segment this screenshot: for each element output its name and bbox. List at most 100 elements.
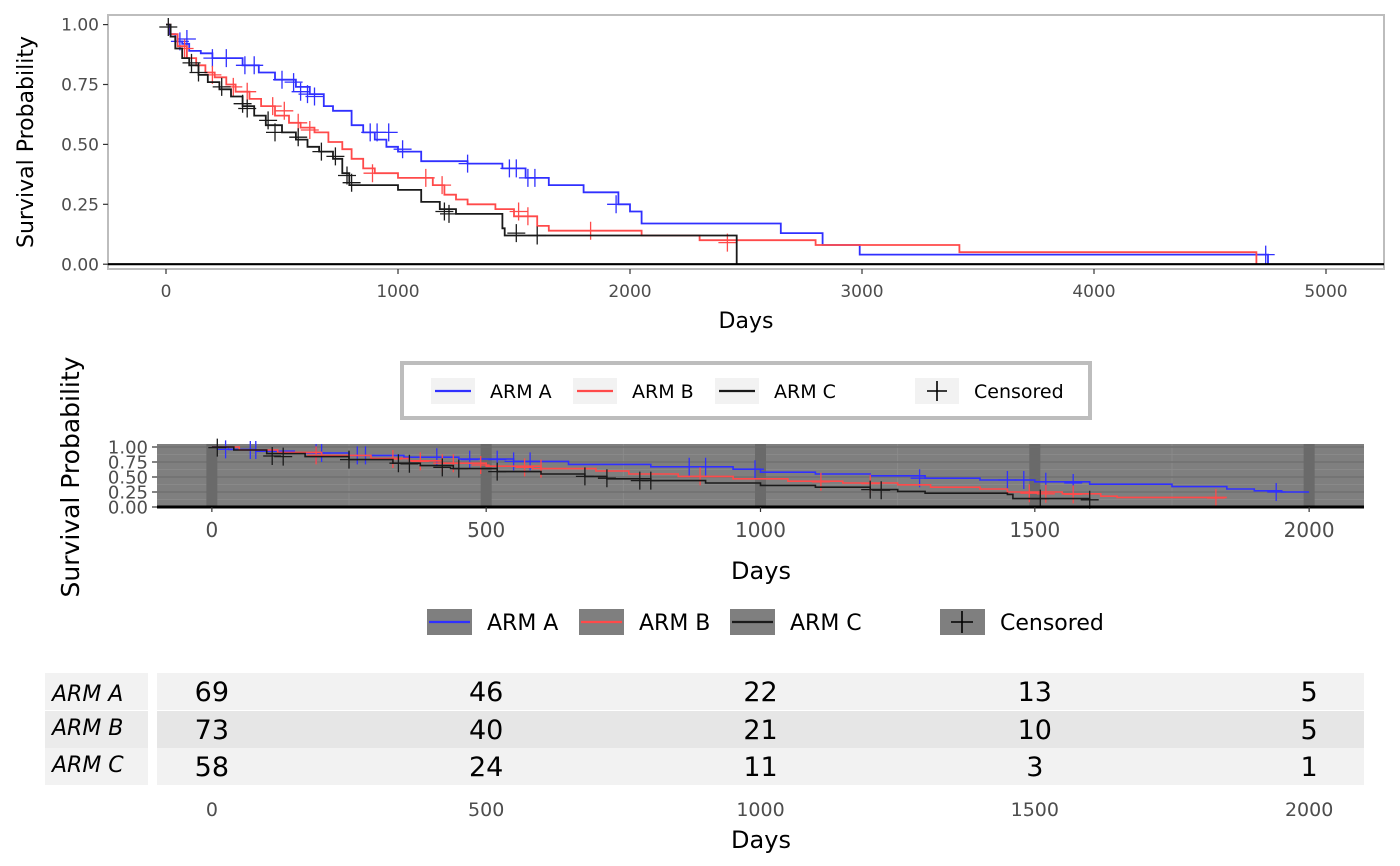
risk-row-label-bg	[45, 711, 148, 748]
x-tick-label: 1000	[735, 518, 786, 542]
censor-mark-arm-a	[170, 32, 189, 51]
risk-table-axes: 0 500 1000 1500 2000	[206, 799, 1333, 821]
x-tick-label: 1000	[736, 799, 784, 821]
risk-value: 13	[1018, 677, 1052, 708]
censor-mark-arm-c	[274, 447, 293, 466]
censor-mark-arm-c	[1031, 489, 1050, 508]
x-tick-label: 1500	[1011, 799, 1059, 821]
legend-main-label-arm-a: ARM A	[490, 381, 552, 403]
censor-mark-arm-c	[238, 99, 257, 118]
censor-mark-arm-c	[507, 224, 526, 243]
censor-mark-arm-c	[488, 462, 507, 481]
risk-table-body: ARM A 69 46 22 13 5 ARM B 73 40 21 10 5 ARM C 58 24 11 3…	[45, 673, 1364, 785]
risk-value: 5	[1301, 677, 1318, 708]
censor-mark-arm-a	[504, 452, 523, 471]
censor-mark-arm-c	[575, 467, 594, 486]
km-plot-main-panel	[107, 14, 1385, 270]
legend-compressed-item-arm-a: ARM A	[427, 609, 558, 636]
series-arm-c	[208, 438, 1099, 509]
legend-main-label-arm-b: ARM B	[632, 381, 694, 403]
y-tick-label: 1.00	[108, 437, 148, 458]
km-plot-main: 0.00 0.25 0.50 0.75 1.00 0 1000 2000 3000 4000 500…	[14, 14, 1385, 334]
x-tick-label: 2000	[1285, 799, 1333, 821]
x-tick-label: 0	[206, 799, 218, 821]
x-tick-label: 500	[467, 518, 505, 542]
censor-mark-arm-a	[460, 450, 479, 469]
censor-mark-arm-a	[393, 140, 412, 159]
legend-main-label-censored: Censored	[974, 381, 1064, 403]
censor-mark-arm-a	[1014, 471, 1033, 489]
censor-mark-arm-b	[275, 101, 294, 120]
risk-table-xlabel: Days	[731, 826, 791, 854]
risk-row-label: ARM A	[50, 682, 123, 707]
legend-main-censored-icon	[927, 381, 947, 401]
km-plot-main-data	[159, 18, 1275, 265]
censor-mark-arm-b	[263, 97, 282, 116]
censor-mark-arm-b	[300, 121, 319, 139]
censor-mark-arm-b	[581, 221, 600, 240]
risk-row-label: ARM C	[50, 753, 124, 778]
censor-mark-arm-b	[509, 202, 528, 221]
x-tick-label: 1000	[376, 282, 419, 302]
censor-mark-arm-b	[433, 176, 452, 195]
censor-mark-arm-a	[245, 56, 264, 75]
censor-mark-arm-c	[259, 111, 278, 130]
risk-value: 21	[743, 715, 777, 746]
x-tick-label: 4000	[1072, 282, 1115, 302]
censor-mark-arm-b	[363, 164, 382, 183]
censor-mark-arm-a	[696, 457, 715, 476]
risk-value: 46	[469, 677, 503, 708]
km-curve-arm-c	[166, 23, 738, 265]
x-tick-label: 5000	[1304, 282, 1347, 302]
series-arm-a	[166, 23, 1275, 265]
risk-value: 3	[1026, 752, 1043, 783]
legend-compressed-label-arm-c: ARM C	[790, 611, 862, 636]
censor-mark-arm-a	[1267, 483, 1286, 501]
censor-mark-arm-c	[528, 226, 547, 245]
y-tick-label: 0.50	[108, 467, 148, 488]
censor-mark-arm-a	[607, 195, 626, 214]
censor-mark-arm-c	[338, 166, 356, 185]
risk-row-bg	[157, 748, 1364, 785]
censor-mark-arm-b	[718, 233, 737, 252]
km-curve-arm-a	[166, 23, 1269, 265]
y-tick-label: 0.75	[108, 452, 148, 473]
risk-value: 1	[1301, 752, 1318, 783]
censor-mark-arm-c	[872, 481, 891, 500]
censor-mark-arm-b	[1064, 485, 1083, 504]
censor-mark-arm-c	[312, 142, 331, 161]
censor-mark-arm-c	[340, 450, 358, 469]
censor-mark-arm-a	[216, 440, 235, 459]
legend-compressed: ARM A ARM B ARM C Censored	[427, 609, 1104, 636]
risk-row-label-bg	[45, 673, 148, 710]
risk-value: 22	[743, 677, 777, 708]
km-plot-compressed-ylabel: Survival Probability	[56, 356, 85, 597]
censor-mark-arm-b	[471, 456, 490, 474]
series-arm-c	[159, 18, 738, 265]
censor-mark-arm-a	[291, 82, 310, 101]
censor-mark-arm-a	[284, 73, 303, 92]
x-tick-label: 2000	[608, 282, 651, 302]
censor-mark-arm-c	[400, 454, 419, 473]
risk-value: 73	[195, 715, 229, 746]
risk-row-label: ARM B	[50, 716, 123, 741]
censor-mark-arm-a	[1256, 245, 1275, 264]
risk-value: 24	[469, 752, 503, 783]
risk-value: 5	[1301, 715, 1318, 746]
legend-main-item-arm-c: ARM C	[715, 378, 836, 404]
censor-mark-arm-c	[342, 173, 361, 192]
legend-main: ARM A ARM B ARM C Censored	[400, 361, 1092, 420]
legend-compressed-label-arm-a: ARM A	[487, 611, 558, 636]
censor-mark-arm-c	[266, 123, 284, 142]
legend-main-label-arm-c: ARM C	[774, 381, 836, 403]
risk-row-bg	[157, 673, 1364, 710]
legend-compressed-item-censored: Censored	[940, 609, 1104, 636]
legend-compressed-censored-icon	[951, 611, 973, 633]
km-plot-main-xlabel: Days	[719, 309, 774, 334]
legend-main-item-arm-a: ARM A	[431, 378, 552, 404]
censor-mark-arm-c	[435, 202, 454, 221]
censor-mark-arm-a	[458, 154, 477, 173]
km-plot-compressed-data	[208, 438, 1310, 509]
km-plot-main-ylabel: Survival Probability	[14, 36, 39, 248]
